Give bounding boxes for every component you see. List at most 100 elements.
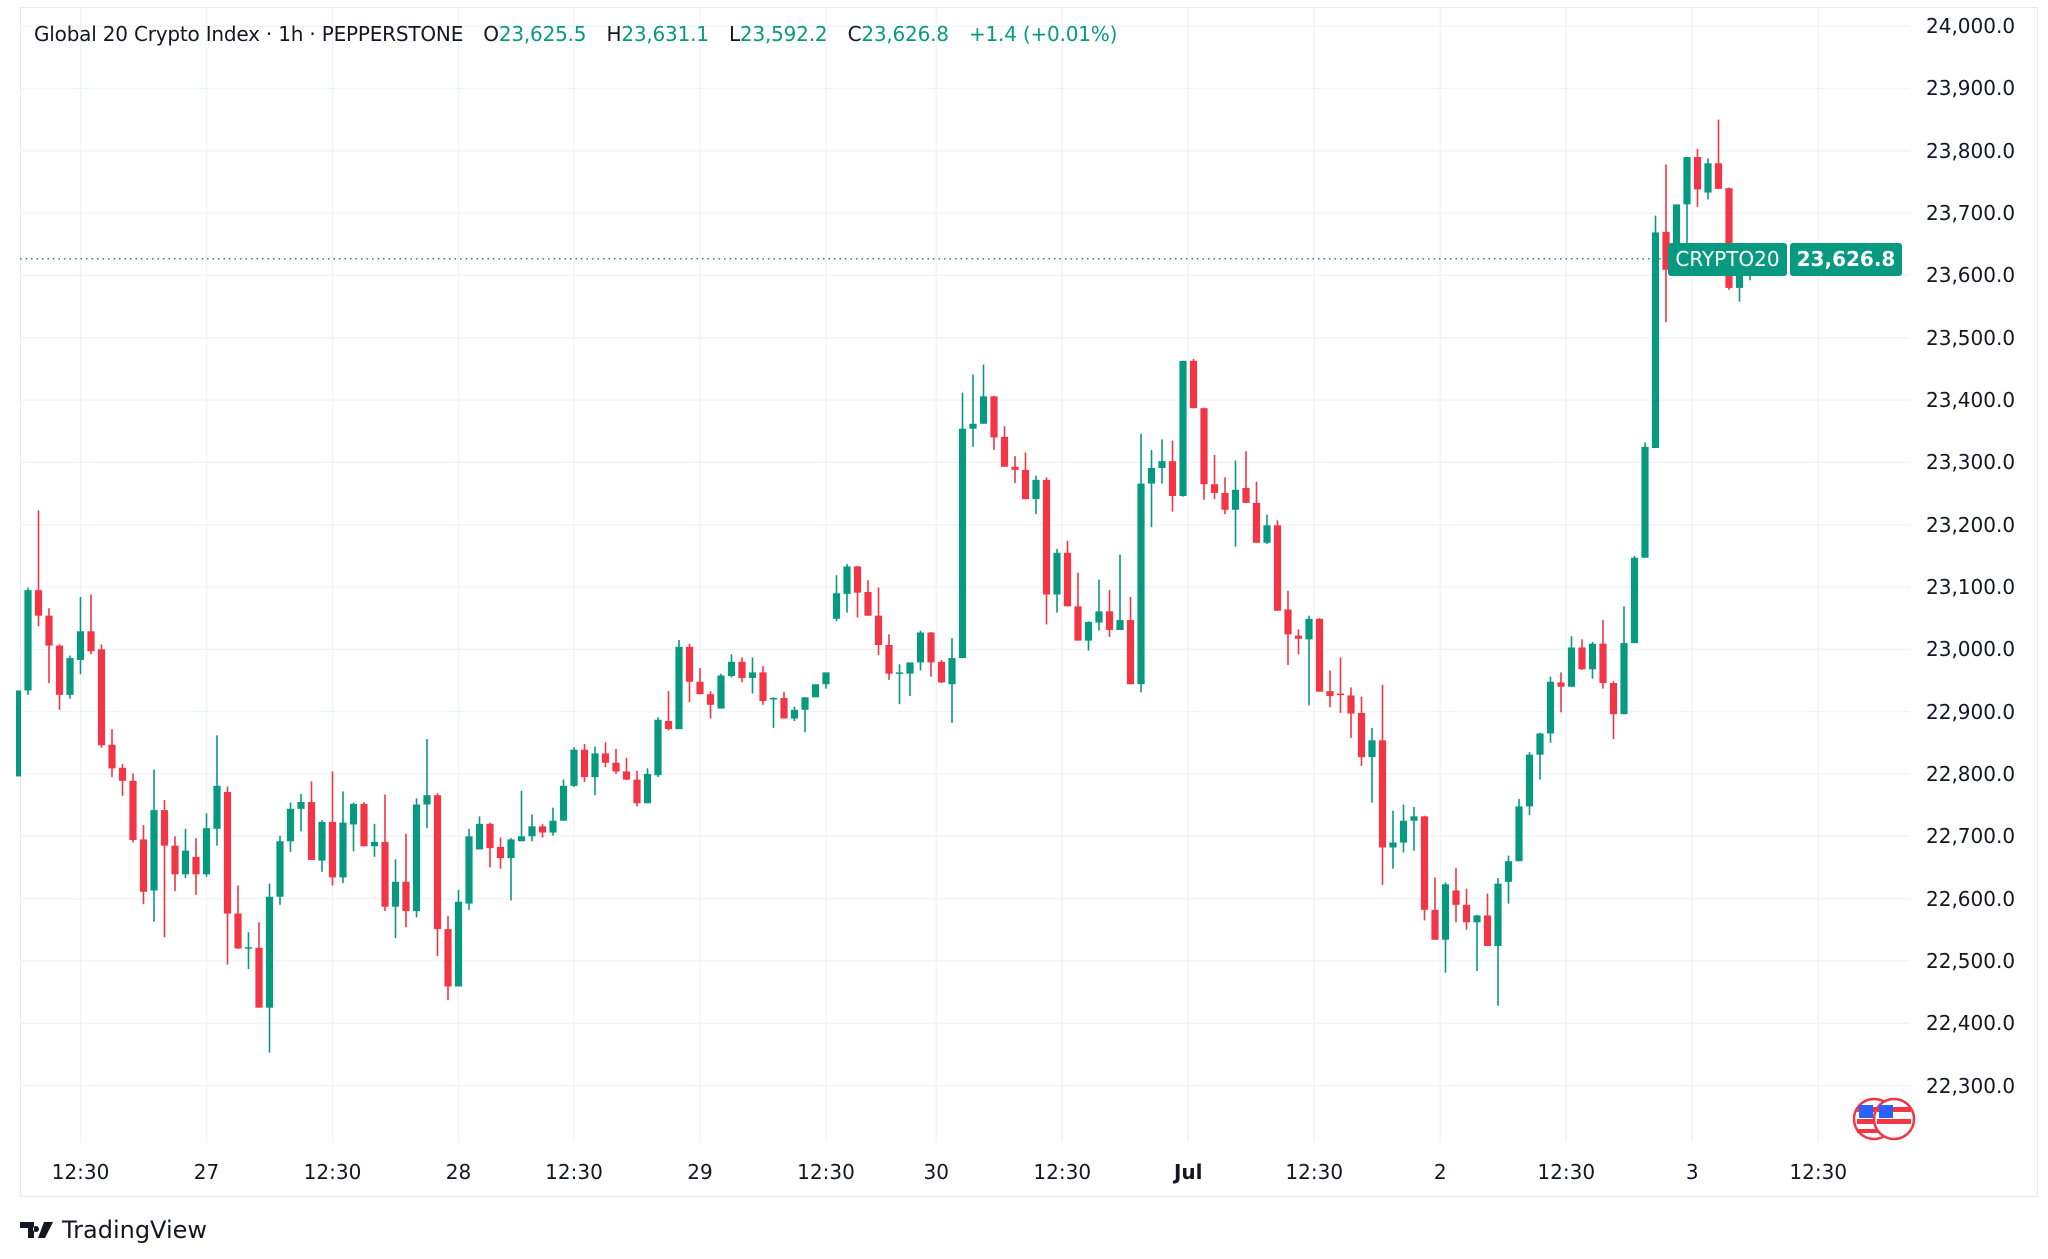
candle-body [276, 841, 284, 897]
candle-body [171, 845, 179, 875]
candle-body [34, 590, 43, 616]
candle-body [1147, 468, 1156, 484]
candle-down [433, 793, 442, 956]
candle-up [895, 664, 904, 705]
candle-body [1683, 157, 1691, 205]
candle-down [1000, 426, 1009, 467]
candle-down [1557, 672, 1565, 713]
candle-body [1252, 502, 1261, 543]
candle-up [906, 662, 914, 697]
candle-body [1011, 466, 1019, 470]
candle-down [1011, 456, 1019, 483]
candle-down [108, 729, 116, 778]
candle-up [318, 820, 326, 872]
candle-up [727, 654, 736, 678]
candle-down [706, 691, 715, 719]
candle-down [255, 922, 263, 1008]
close-label: C [847, 22, 862, 46]
candle-body [580, 749, 589, 778]
price-tick-label: 23,400.0 [1926, 388, 2016, 413]
time-tick-label: 12:30 [303, 1160, 362, 1184]
candle-body [591, 753, 599, 778]
candle-up [24, 587, 32, 695]
candle-up [412, 798, 421, 918]
candle-body [1032, 479, 1040, 500]
candle-up [769, 697, 778, 728]
candle-up [979, 364, 988, 424]
brand-name: TradingView [62, 1216, 208, 1244]
candle-body [1158, 461, 1166, 469]
candle-body [759, 672, 767, 702]
time-tick-label: 12:30 [1285, 1160, 1344, 1184]
candle-body [1221, 492, 1229, 510]
candle-up [1641, 442, 1649, 558]
candle-body [1231, 489, 1240, 510]
candle-up [391, 859, 400, 938]
time-tick-label: 12:30 [797, 1160, 855, 1184]
us-flag-events-icon[interactable] [1852, 1096, 1916, 1142]
candle-down [360, 802, 368, 847]
candle-body [1399, 820, 1408, 843]
candle-down [486, 822, 494, 868]
candle-down [633, 770, 641, 807]
candle-body [927, 632, 935, 663]
candle-down [1326, 670, 1334, 708]
candle-body [874, 615, 883, 645]
candle-down [874, 587, 883, 655]
candle-down [1336, 657, 1345, 713]
open-value: 23,625.5 [498, 22, 587, 46]
candle-body [1368, 740, 1376, 758]
high-value: 23,631.1 [621, 22, 709, 46]
symbol-title[interactable]: Global 20 Crypto Index · 1h · PEPPERSTON… [34, 22, 464, 46]
candle-body [538, 826, 547, 833]
tradingview-logo[interactable]: TradingView [20, 1216, 207, 1244]
candle-body [1357, 712, 1366, 758]
candle-body [738, 661, 746, 679]
candle-up [969, 374, 977, 447]
candle-body [370, 841, 379, 847]
candle-body [1536, 733, 1544, 755]
candle-body [1263, 525, 1271, 543]
candle-up [213, 735, 221, 846]
candle-up [1536, 732, 1544, 780]
candle-down [1462, 888, 1471, 930]
last-price-tag: 23,626.8 [1790, 243, 1902, 276]
time-tick-label: 28 [445, 1160, 472, 1184]
candle-body [1063, 552, 1072, 607]
candle-up [150, 769, 158, 922]
candle-up [948, 638, 956, 723]
candle-up [16, 690, 22, 777]
candle-body [55, 645, 64, 695]
candle-body [76, 631, 85, 660]
candle-body [1116, 620, 1124, 631]
candle-down [1273, 520, 1282, 611]
candle-body [234, 913, 242, 949]
candle-up [507, 838, 515, 901]
candle-body [1473, 915, 1481, 923]
candle-body [1714, 163, 1723, 189]
candle-down [1347, 687, 1355, 738]
candle-body [1000, 436, 1009, 467]
candle-down [685, 643, 694, 703]
candle-body [391, 881, 400, 907]
candle-body [265, 896, 274, 1008]
candle-body [1294, 635, 1303, 639]
candle-body [118, 767, 127, 781]
candle-body [255, 947, 263, 1008]
candle-body [1137, 483, 1145, 685]
candle-body [1651, 232, 1660, 449]
candle-down [1714, 119, 1723, 189]
candle-body [1326, 691, 1334, 697]
candle-down [1252, 481, 1261, 543]
candle-up [1231, 460, 1240, 547]
candle-body [780, 697, 788, 719]
candle-body [1641, 446, 1649, 558]
candle-up [1567, 636, 1576, 687]
candle-up [843, 563, 851, 613]
candle-up [643, 768, 652, 804]
candle-down [402, 833, 410, 928]
chart-legend: Global 20 Crypto Index · 1h · PEPPERSTON… [34, 22, 1117, 46]
candle-up [958, 392, 967, 659]
candle-body [1462, 904, 1471, 923]
